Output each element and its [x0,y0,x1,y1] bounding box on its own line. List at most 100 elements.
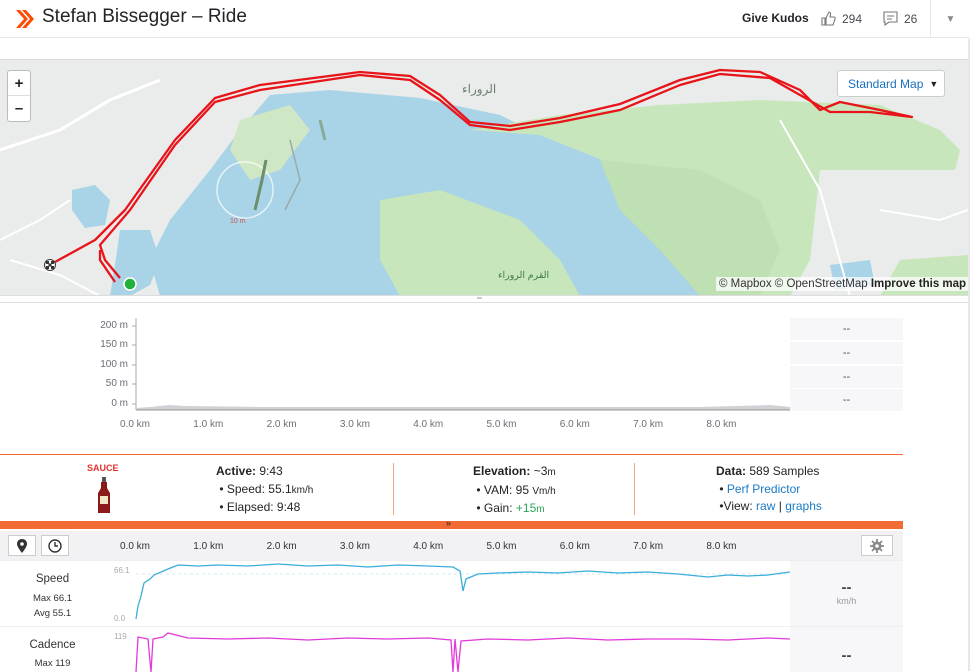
active-label: Active: [216,464,257,478]
kudos-count-value: 294 [842,11,863,26]
map-style-label: Standard Map [848,76,924,91]
gear-icon [870,538,884,553]
attribution-osm-link[interactable]: © OpenStreetMap [774,278,868,290]
map-resize-handle[interactable]: ═ [0,295,968,303]
speed-readout: -- km/h [790,561,903,626]
spacer [0,39,970,59]
data-label: Data: [716,464,747,478]
perf-predictor-link[interactable]: Perf Predictor [726,481,801,496]
elevation-side-value-3: -- [790,366,903,389]
route-map[interactable]: الروراء القرم الروراء 10 m [0,59,968,295]
analysis-x-tick: 4.0 km [413,541,444,552]
comment-count-value: 26 [904,11,918,26]
active-column: Active: 9:43 • Speed: 55.1km/h • Elapsed… [216,464,314,514]
cadence-max: Max 119 [34,658,71,669]
cadence-axis-max: 119 [114,632,127,641]
elapsed-value: 9:48 [276,500,301,514]
sauce-summary-panel: SAUCE Active: 9:43 • Speed: 55.1km/h • E… [0,454,903,520]
speed-track-name: Speed [35,573,70,585]
view-raw-link[interactable]: raw [756,499,776,513]
elevation-chart [132,318,790,411]
kudos-count[interactable]: 294 [820,10,862,27]
analysis-x-tick: 8.0 km [706,541,737,552]
sauce-collapse-bar[interactable]: » [0,518,903,529]
view-graphs-link[interactable]: graphs [785,499,822,513]
analysis-x-tick: 6.0 km [559,541,590,552]
clock-icon [48,538,62,553]
view-separator: | [778,499,782,513]
speed-track[interactable]: Speed Max 66.1 Avg 55.1 66.1 0.0 -- km/h [0,560,903,626]
gain-label: Gain: [483,501,513,515]
chevron-down-icon: ▼ [945,13,956,25]
elevation-value: ~3 [533,464,548,478]
elevation-side-value-2: -- [790,342,903,365]
data-column: Data: 589 Samples • Perf Predictor •View… [716,464,822,513]
activity-header: Stefan Bissegger – Ride Give Kudos 294 2… [0,0,970,38]
cadence-graph [135,632,790,672]
sauce-bottle-icon [98,477,110,513]
elevation-x-tick: 6.0 km [559,419,590,430]
map-pin-icon [17,538,27,553]
elevation-y-tick: 200 m [100,320,128,331]
speed-value: 55.1 [268,481,292,496]
elevation-y-tick: 50 m [105,378,128,389]
speed-graph [135,563,790,620]
elevation-unit: m [547,467,556,478]
time-mode-button[interactable] [41,535,69,556]
analysis-x-tick: 2.0 km [266,541,297,552]
start-marker [123,277,137,291]
elevation-y-tick: 150 m [100,339,128,350]
elapsed-label: Elapsed: [226,500,274,514]
elevation-x-tick: 7.0 km [633,419,664,430]
elevation-profile[interactable]: 200 m 150 m 100 m 50 m 0 m 0.0 km 1.0 km 2.0 k… [0,304,968,454]
chart-settings-button[interactable] [861,535,893,556]
sauce-logo-text: SAUCE [87,463,119,473]
divider [393,463,394,515]
cadence-track-name: Cadence [29,639,76,651]
vam-label: VAM: [483,482,513,497]
analysis-x-tick: 0.0 km [120,541,151,552]
distance-mode-button[interactable] [8,535,36,556]
analysis-x-tick: 5.0 km [486,541,517,552]
elevation-y-tick: 0 m [111,398,128,409]
speed-readout-value: -- [841,579,852,596]
analysis-x-tick: 3.0 km [339,541,370,552]
speed-axis-min: 0.0 [114,614,126,623]
elevation-x-tick: 4.0 km [413,419,444,430]
active-value: 9:43 [259,464,283,478]
attribution-mapbox-link[interactable]: © Mapbox [719,278,772,290]
improve-map-link[interactable]: Improve this map [870,278,967,290]
speed-avg: Avg 55.1 [33,608,72,619]
elevation-column: Elevation: ~3m • VAM: 95 Vm/h • Gain: +1… [473,464,556,515]
elevation-label: Elevation: [473,464,531,478]
vam-value: 95 [515,482,530,497]
gain-unit: m [536,504,545,515]
gain-value: +15 [515,501,537,515]
speed-max: Max 66.1 [32,593,73,604]
double-chevron-down-icon: » [446,518,452,528]
activity-title: Stefan Bissegger – Ride [42,6,247,27]
speed-label: Speed: [226,481,265,496]
elevation-side-value-1: -- [790,318,903,341]
thumbs-up-icon [821,11,836,26]
map-label-small: 10 m [230,218,246,225]
vam-unit: Vm/h [532,485,556,497]
elevation-x-tick: 5.0 km [486,419,517,430]
zoom-in-button[interactable]: + [8,71,30,96]
zoom-out-button[interactable]: – [14,100,24,117]
map-style-select[interactable]: Standard Map ▼ [837,70,945,97]
elevation-x-tick: 1.0 km [193,419,224,430]
map-zoom-control: + – [7,70,31,122]
page-scrollbar-track[interactable] [968,39,970,671]
cadence-readout: -- [790,627,903,672]
map-attribution: © Mapbox © OpenStreetMap Improve this ma… [716,277,970,291]
comment-count[interactable]: 26 [882,10,917,27]
strava-chevron-icon [16,10,34,28]
comment-icon [883,11,898,27]
cadence-track[interactable]: Cadence Max 119 119 -- [0,626,903,672]
give-kudos-button[interactable]: Give Kudos [742,11,809,25]
elevation-x-tick: 3.0 km [339,419,370,430]
speed-axis-max: 66.1 [114,566,130,575]
actions-dropdown-button[interactable]: ▼ [930,0,970,38]
map-label-qarm: القرم الروراء [498,270,550,281]
